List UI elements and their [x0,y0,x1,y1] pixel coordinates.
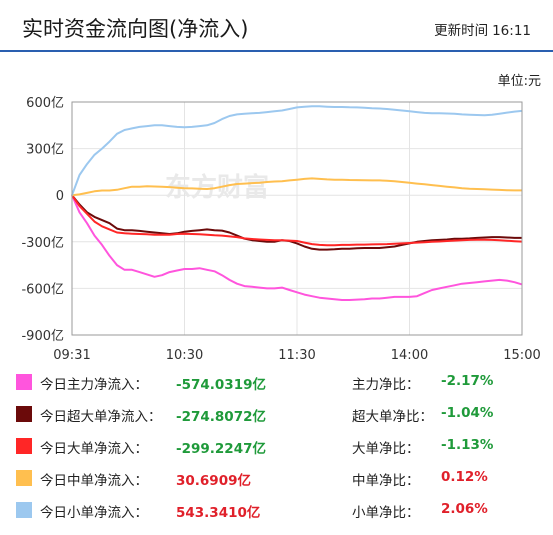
ratio-value: -1.04% [441,405,494,421]
legend-value: -299.2247亿 [176,441,266,457]
legend-value: -274.8072亿 [176,409,266,425]
y-tick-label: 0 [56,189,64,204]
legend-row-super: 今日超大单净流入： -274.8072亿 超大单净比： -1.04% [0,402,553,426]
legend-value: 30.6909亿 [176,473,251,489]
y-axis-ticks: 600亿 300亿 0 -300亿 -600亿 -900亿 [21,96,64,344]
y-tick-label: 300亿 [26,143,64,158]
ratio-value: -2.17% [441,373,494,389]
chart-header: 实时资金流向图(净流入) 更新时间 16:11 [0,0,553,52]
chart-series [71,105,523,301]
ratio-label: 大单净比： [352,441,420,457]
series-line-super [71,194,522,251]
ratio-value: -1.13% [441,437,494,453]
header-divider [0,50,553,52]
legend-value: 543.3410亿 [176,505,261,521]
legend-row-medium: 今日中单净流入： 30.6909亿 中单净比： 0.12% [0,466,553,490]
ratio-label: 小单净比： [352,505,420,521]
x-tick-label: 09:31 [53,348,90,363]
legend-swatch [16,406,32,422]
y-tick-label: -600亿 [21,282,64,297]
x-tick-label: 14:00 [391,348,428,363]
chart-title: 实时资金流向图(净流入) [22,17,249,41]
ratio-label: 中单净比： [352,473,420,489]
legend-label: 今日中单净流入： [40,473,148,489]
x-tick-label: 10:30 [166,348,203,363]
plot-frame [71,101,523,336]
update-time-value: 16:11 [492,23,531,39]
update-time-info: 更新时间 16:11 [434,19,531,39]
ratio-value: 2.06% [441,501,488,517]
series-line-main [71,194,523,301]
unit-label: 单位:元 [497,74,541,89]
y-tick-label: -900亿 [21,329,64,344]
ratio-value: 0.12% [441,469,488,485]
legend-label: 今日主力净流入： [40,377,148,393]
series-line-large [71,194,523,247]
series-line-medium [71,177,522,197]
legend-swatch [16,502,32,518]
legend-swatch [16,438,32,454]
x-tick-label: 11:30 [278,348,315,363]
y-tick-label: -300亿 [21,236,64,251]
ratio-label: 超大单净比： [352,409,433,425]
series-line-small [71,105,523,196]
legend-value: -574.0319亿 [176,377,266,393]
x-axis-ticks: 09:31 10:30 11:30 14:00 15:00 [53,348,540,363]
legend-swatch [16,470,32,486]
legend-row-large: 今日大单净流入： -299.2247亿 大单净比： -1.13% [0,434,553,458]
legend-row-main: 今日主力净流入： -574.0319亿 主力净比： -2.17% [0,370,553,394]
y-tick-label: 600亿 [26,96,64,111]
legend-label: 今日小单净流入： [40,505,148,521]
legend-label: 今日超大单净流入： [40,409,162,425]
chart-grid [72,101,522,336]
legend-row-small: 今日小单净流入： 543.3410亿 小单净比： 2.06% [0,498,553,522]
legend-swatch [16,374,32,390]
legend-label: 今日大单净流入： [40,441,148,457]
x-tick-label: 15:00 [503,348,540,363]
update-time-label: 更新时间 [434,23,489,39]
ratio-label: 主力净比： [352,377,420,393]
